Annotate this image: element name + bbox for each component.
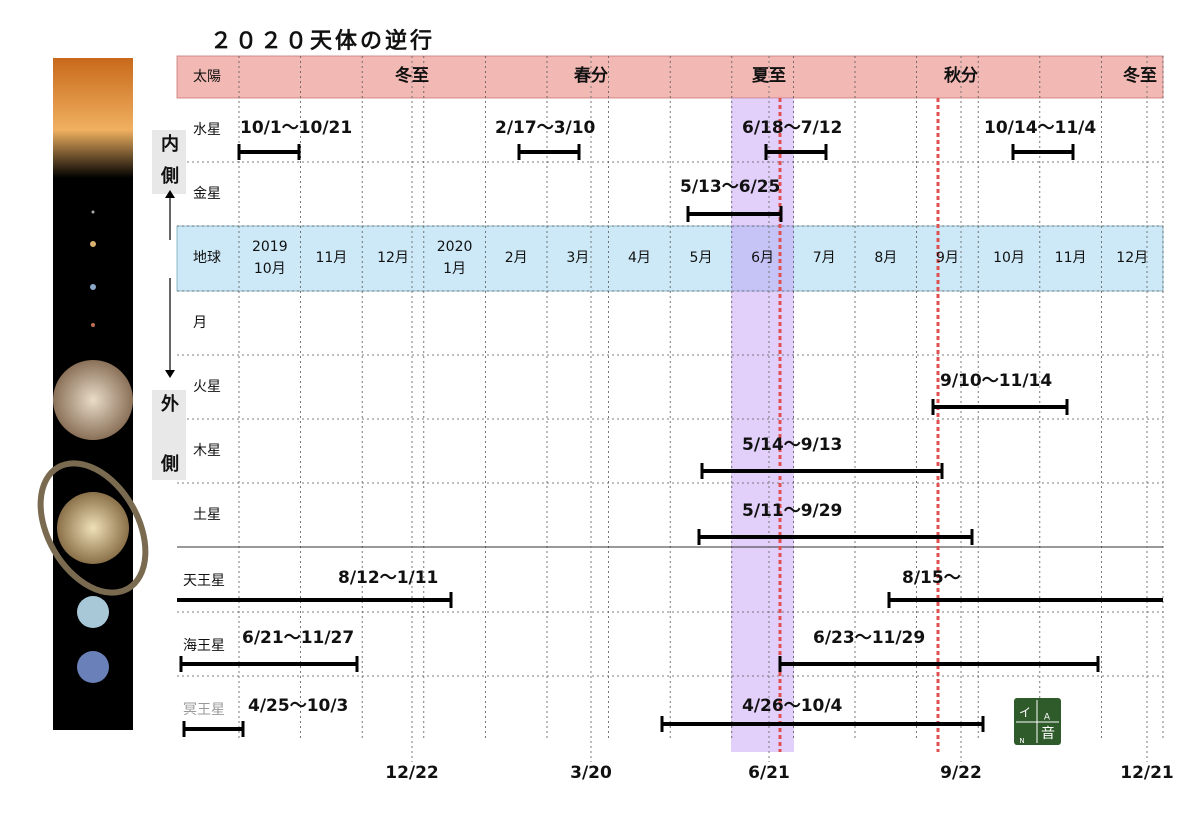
month-line: 10月 <box>254 261 286 277</box>
month-label: 7月 <box>813 250 836 266</box>
date-label: 12/22 <box>385 763 439 783</box>
date-label: 9/22 <box>940 763 982 783</box>
month-line: 2019 <box>252 239 288 255</box>
period-label: 2/17～3/10 <box>495 118 596 138</box>
period-label: 9/10～11/14 <box>940 371 1052 391</box>
month-label: 10月 <box>993 250 1025 266</box>
period-label: 8/12～1/11 <box>338 568 438 588</box>
month-line: 2020 <box>437 239 473 255</box>
month-label: 2月 <box>505 250 528 266</box>
side-label: 側 <box>160 165 179 187</box>
row-label: 月 <box>193 315 207 331</box>
period-label: 4/26～10/4 <box>742 696 843 716</box>
period-label: 10/1～10/21 <box>240 118 352 138</box>
month-label: 5月 <box>690 250 713 266</box>
period-label: 5/13～6/25 <box>680 177 780 197</box>
month-label: 2020 1月 <box>437 239 473 277</box>
month-label: 11月 <box>1055 250 1087 266</box>
logo-text: イ <box>1019 706 1031 720</box>
side-label: 側 <box>160 453 179 475</box>
title: ２０２０天体の逆行 <box>210 28 435 54</box>
date-label: 6/21 <box>748 763 790 783</box>
period-label: 6/23～11/29 <box>813 628 925 648</box>
row-label: 金星 <box>193 186 221 202</box>
month-line: 1月 <box>443 261 466 277</box>
arrow-head <box>165 370 175 378</box>
month-label: 12月 <box>377 250 409 266</box>
season-label: 春分 <box>574 65 608 86</box>
row-label: 海王星 <box>183 638 225 654</box>
logo-text: A <box>1044 713 1051 723</box>
row-label: 水星 <box>193 122 221 138</box>
period-label: 5/14～9/13 <box>742 435 842 455</box>
season-label: 秋分 <box>944 65 978 86</box>
month-label: 12月 <box>1116 250 1148 266</box>
period-label: 10/14～11/4 <box>984 118 1096 138</box>
side-box <box>152 130 186 194</box>
row-label: 土星 <box>193 507 221 523</box>
period-label: 6/21～11/27 <box>242 628 354 648</box>
season-label: 冬至 <box>395 65 429 86</box>
side-box <box>152 390 186 480</box>
month-label: 3月 <box>566 250 589 266</box>
logo-text: N <box>1019 737 1024 745</box>
row-label: 木星 <box>193 443 221 459</box>
month-label: 6月 <box>751 250 774 266</box>
solstice-band <box>731 98 794 752</box>
date-label: 12/21 <box>1120 763 1174 783</box>
arrow-head <box>165 190 175 198</box>
month-label: 9月 <box>936 250 959 266</box>
month-label: 4月 <box>628 250 651 266</box>
row-label: 地球 <box>193 250 221 266</box>
side-label: 内 <box>161 133 179 155</box>
period-label: 6/18～7/12 <box>742 118 842 138</box>
side-label: 外 <box>161 393 179 415</box>
period-label: 8/15～ <box>902 568 961 588</box>
date-label: 3/20 <box>570 763 612 783</box>
row-label: 天王星 <box>183 573 225 589</box>
row-label: 太陽 <box>193 69 221 85</box>
season-label: 夏至 <box>752 66 786 86</box>
month-label: 8月 <box>874 250 897 266</box>
logo-text: 音 <box>1041 725 1055 742</box>
planet-strip <box>37 58 149 730</box>
period-label: 4/25～10/3 <box>248 696 348 716</box>
month-label: 2019 10月 <box>252 239 288 277</box>
period-label: 5/11～9/29 <box>742 501 842 521</box>
row-label: 冥王星 <box>183 702 225 718</box>
season-label: 冬至 <box>1123 65 1157 86</box>
row-label: 火星 <box>193 379 221 395</box>
month-label: 11月 <box>315 250 347 266</box>
